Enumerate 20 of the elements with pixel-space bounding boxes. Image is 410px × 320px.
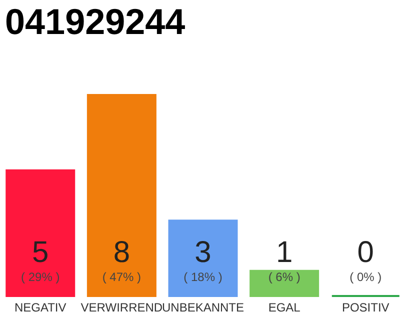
chart-title: 041929244 xyxy=(5,1,186,42)
bar xyxy=(168,220,238,297)
annotation: ( 47% ) xyxy=(102,270,142,284)
data-label: 1 xyxy=(276,236,293,269)
x-tick-label: POSITIV xyxy=(342,300,390,314)
x-tick-label: EGAL xyxy=(268,300,301,314)
data-label: 8 xyxy=(113,236,130,269)
data-label: 0 xyxy=(357,236,374,269)
annotation: ( 0% ) xyxy=(350,270,382,284)
bar xyxy=(250,270,320,297)
annotation: ( 18% ) xyxy=(184,270,222,284)
annotation: ( 6% ) xyxy=(268,270,300,284)
x-tick-label: UNBEKANNTE xyxy=(162,300,244,314)
x-tick-label: VERWIRREND xyxy=(80,300,163,314)
annotation: ( 29% ) xyxy=(21,270,60,284)
bar xyxy=(86,94,156,297)
x-tick-label: NEGATIV xyxy=(14,300,66,314)
bar xyxy=(6,169,76,297)
data-label: 5 xyxy=(32,236,49,269)
data-label: 3 xyxy=(194,236,212,269)
